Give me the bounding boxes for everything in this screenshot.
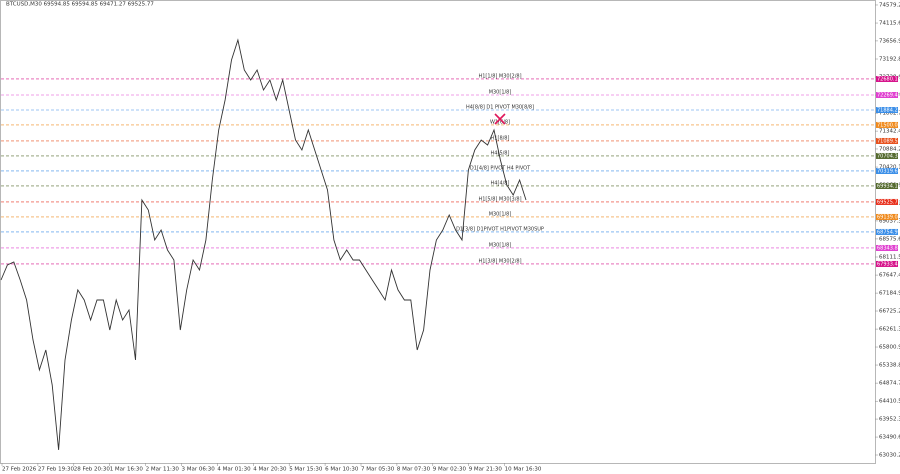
y-tick-label: 73656.90 [879,38,900,44]
y-tick-label: 68111.55 [879,255,900,261]
y-tick-label: 68575.60 [879,236,900,242]
y-tick-label: 66725.20 [879,309,900,315]
x-tick-label: 4 Mar 01:30 [217,467,251,473]
price-box-text: 69934.18 [877,183,900,189]
x-tick-label: 9 Mar 21:30 [469,467,503,473]
price-box-text: 68343.87 [877,245,900,251]
x-tick-label: 27 Feb 2026 [2,467,37,473]
level-text: W1[6/8] [490,119,510,125]
y-tick-label: 71802.70 [879,111,900,117]
level-text: D1[4/8] PIVOT H4 PIVOT [470,165,531,171]
x-tick-label: 27 Feb 19:30 [38,467,75,473]
y-tick-label: 63490.60 [879,435,900,441]
price-box [876,107,898,114]
y-tick-label: 66261.30 [879,327,900,333]
price-box-text: 69525.77 [877,199,900,205]
x-tick-label: 7 Mar 05:30 [361,467,395,473]
y-tick-label: 74115.65 [879,21,900,27]
x-tick-label: 4 Mar 20:30 [253,467,287,473]
price-box-text: 71089.50 [877,138,900,144]
price-box-text: 71884.27 [877,108,900,114]
y-tick-label: 74579.20 [879,2,900,8]
x-tick-label: 8 Mar 07:30 [397,467,431,473]
x-tick-label: 9 Mar 02:30 [433,467,467,473]
x-tick-label: 28 Feb 20:30 [74,467,111,473]
y-tick-label: 67647.45 [879,273,900,279]
level-text: M30[1/8] [489,211,512,217]
price-box [876,198,898,205]
price-box [876,137,898,144]
x-tick-label: 10 Mar 16:30 [505,467,542,473]
price-box [876,92,898,99]
y-tick-label: 67184.90 [879,291,900,297]
price-box-text: 70704.31 [877,153,900,159]
price-box-text: 71500.03 [877,122,900,128]
y-tick-label: 69037.35 [879,218,900,224]
x-tick-label: 2 Mar 11:30 [146,467,180,473]
y-tick-label: 65338.85 [879,363,900,369]
price-box [876,152,898,159]
x-tick-label: 3 Mar 06:30 [182,467,216,473]
level-text: H4[4/8] [491,180,510,186]
level-text: H1[1/8] M30[2/8] [478,73,521,79]
price-box-text: 70319.66 [877,168,900,174]
price-box-text: 67933.40 [877,261,900,267]
price-box [876,121,898,128]
y-tick-label: 70884.20 [879,146,900,152]
y-tick-label: 70420.15 [879,165,900,171]
price-box [876,260,898,267]
y-tick-label: 64410.50 [879,399,900,405]
y-tick-label: 73192.80 [879,57,900,63]
x-tick-label: 5 Mar 15:30 [289,467,323,473]
level-text: H1[5/8] M30[3/8] [478,196,521,202]
price-box [876,182,898,189]
price-box [876,75,898,82]
price-box [876,167,898,174]
price-line [0,38,527,450]
level-text: M30[1/8] [489,90,512,96]
x-tick-label: 1 Mar 16:30 [110,467,144,473]
y-tick-label: 65800.95 [879,345,900,351]
level-text: M30[1/8] [489,242,512,248]
level-text: H4[8/8] D1 PIVOT M30[8/8] [466,105,534,111]
y-tick-label: 71342.40 [879,129,900,135]
price-box [876,213,898,220]
signal-cross [494,113,506,125]
price-box-text: 72269.42 [877,93,900,99]
x-tick-label: 6 Mar 10:30 [325,467,359,473]
y-tick-label: 64874.76 [879,381,900,387]
price-box-text: 68754.92 [877,229,900,235]
chart-title: BTCUSD,M30 69594.85 69594.85 69471.27 69… [6,2,154,8]
price-box [876,228,898,235]
level-text: D1[3/8] D1PIVOT H1PIVOT M30SUP [456,226,544,232]
y-tick-label: 63030.25 [879,453,900,459]
level-text: H1[3/8] M30[2/8] [478,258,521,264]
price-box [876,244,898,251]
level-text: H4[5/8] [491,150,510,156]
price-box-text: 69139.04 [877,214,900,220]
price-box-text: 72680.11 [877,76,900,82]
level-text: H1[8/8] [491,135,510,141]
y-tick-label: 63952.35 [879,417,900,423]
